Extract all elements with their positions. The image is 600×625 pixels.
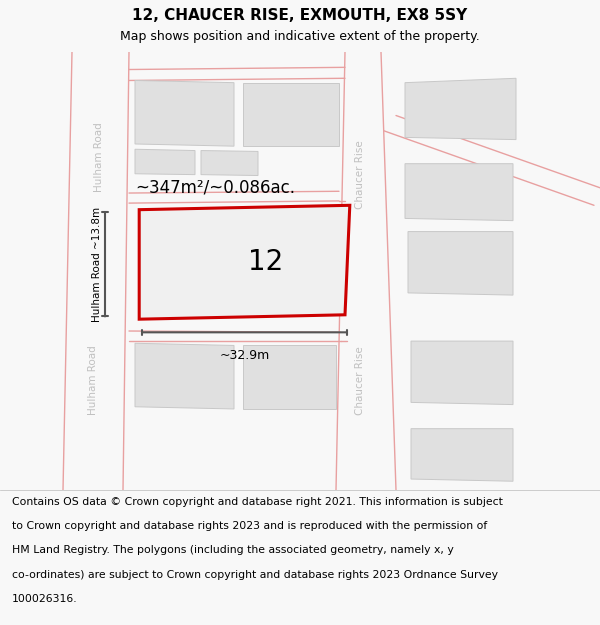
Polygon shape — [405, 164, 513, 221]
Text: ~347m²/~0.086ac.: ~347m²/~0.086ac. — [135, 179, 295, 197]
Text: Chaucer Rise: Chaucer Rise — [355, 346, 365, 415]
Text: HM Land Registry. The polygons (including the associated geometry, namely x, y: HM Land Registry. The polygons (includin… — [12, 546, 454, 556]
Text: Hulham Road: Hulham Road — [88, 346, 98, 416]
Text: Hulham Road ~13.8m: Hulham Road ~13.8m — [92, 207, 102, 322]
Text: Hulham Road: Hulham Road — [94, 122, 104, 192]
Text: Map shows position and indicative extent of the property.: Map shows position and indicative extent… — [120, 29, 480, 42]
Polygon shape — [139, 205, 350, 319]
Text: Contains OS data © Crown copyright and database right 2021. This information is : Contains OS data © Crown copyright and d… — [12, 497, 503, 507]
Polygon shape — [135, 149, 195, 174]
Polygon shape — [135, 343, 234, 409]
Text: to Crown copyright and database rights 2023 and is reproduced with the permissio: to Crown copyright and database rights 2… — [12, 521, 487, 531]
Text: ~32.9m: ~32.9m — [220, 349, 269, 362]
Text: 100026316.: 100026316. — [12, 594, 77, 604]
Polygon shape — [411, 341, 513, 404]
Polygon shape — [201, 151, 258, 176]
Polygon shape — [408, 232, 513, 295]
Text: Chaucer Rise: Chaucer Rise — [355, 140, 365, 209]
Polygon shape — [243, 346, 336, 409]
Text: 12: 12 — [248, 248, 284, 276]
Polygon shape — [405, 78, 516, 139]
Polygon shape — [243, 82, 339, 146]
Text: co-ordinates) are subject to Crown copyright and database rights 2023 Ordnance S: co-ordinates) are subject to Crown copyr… — [12, 569, 498, 579]
Text: 12, CHAUCER RISE, EXMOUTH, EX8 5SY: 12, CHAUCER RISE, EXMOUTH, EX8 5SY — [133, 8, 467, 22]
Polygon shape — [135, 81, 234, 146]
Polygon shape — [411, 429, 513, 481]
